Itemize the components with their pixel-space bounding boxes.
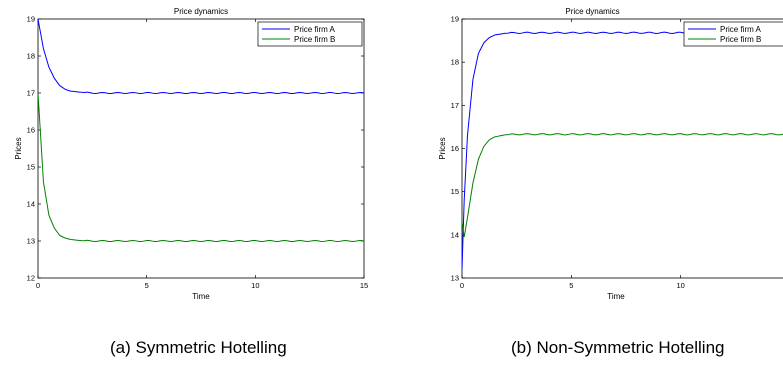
chart-title: Price dynamics [174,7,228,16]
plot-frame [461,18,783,279]
legend-label-firm-a: Price firm A [720,25,762,34]
y-tick-label: 13 [27,237,35,246]
y-axis-label: Prices [14,137,23,159]
x-tick-label: 10 [676,281,684,290]
chart-a: Price dynamics 0 5 10 15 12 13 14 15 16 17 18 19 Time… [14,7,368,301]
caption-a: (a) Symmetric Hotelling [110,338,287,357]
y-tick-label: 16 [451,144,459,153]
series-line-firm-a [38,19,364,95]
x-tick-label: 5 [569,281,573,290]
legend-box [257,21,363,47]
y-axis-label: Prices [438,137,447,159]
legend-label-firm-b: Price firm B [294,35,335,44]
x-tick-label: 15 [360,281,368,290]
y-tick-label: 19 [27,15,35,24]
y-tick-label: 17 [27,89,35,98]
y-tick-label: 14 [27,200,35,209]
y-tick-label: 19 [451,15,459,24]
chart-title: Price dynamics [565,7,619,16]
y-tick-label: 18 [27,52,35,61]
x-tick-label: 0 [36,281,40,290]
caption-b: (b) Non-Symmetric Hotelling [511,338,725,357]
y-tick-label: 14 [451,230,459,239]
y-tick-label: 17 [451,101,459,110]
legend-label-firm-b: Price firm B [720,35,761,44]
x-axis-label: Time [192,292,210,301]
chart-b: Price dynamics 0 5 10 13 14 15 16 17 18 19 Time Pric… [438,7,783,301]
x-tick-label: 10 [251,281,259,290]
y-tick-label: 15 [451,187,459,196]
plot-frame [37,18,365,279]
series-line-firm-a [462,31,783,270]
y-tick-label: 15 [27,163,35,172]
x-axis-label: Time [607,292,625,301]
x-tick-label: 0 [460,281,464,290]
y-tick-label: 12 [27,274,35,283]
legend-box [683,21,783,47]
series-line-firm-b [462,133,783,238]
y-tick-label: 13 [451,274,459,283]
series-line-firm-b [38,92,364,243]
legend-label-firm-a: Price firm A [294,25,336,34]
y-tick-label: 18 [451,58,459,67]
y-tick-label: 16 [27,126,35,135]
x-tick-label: 5 [145,281,149,290]
